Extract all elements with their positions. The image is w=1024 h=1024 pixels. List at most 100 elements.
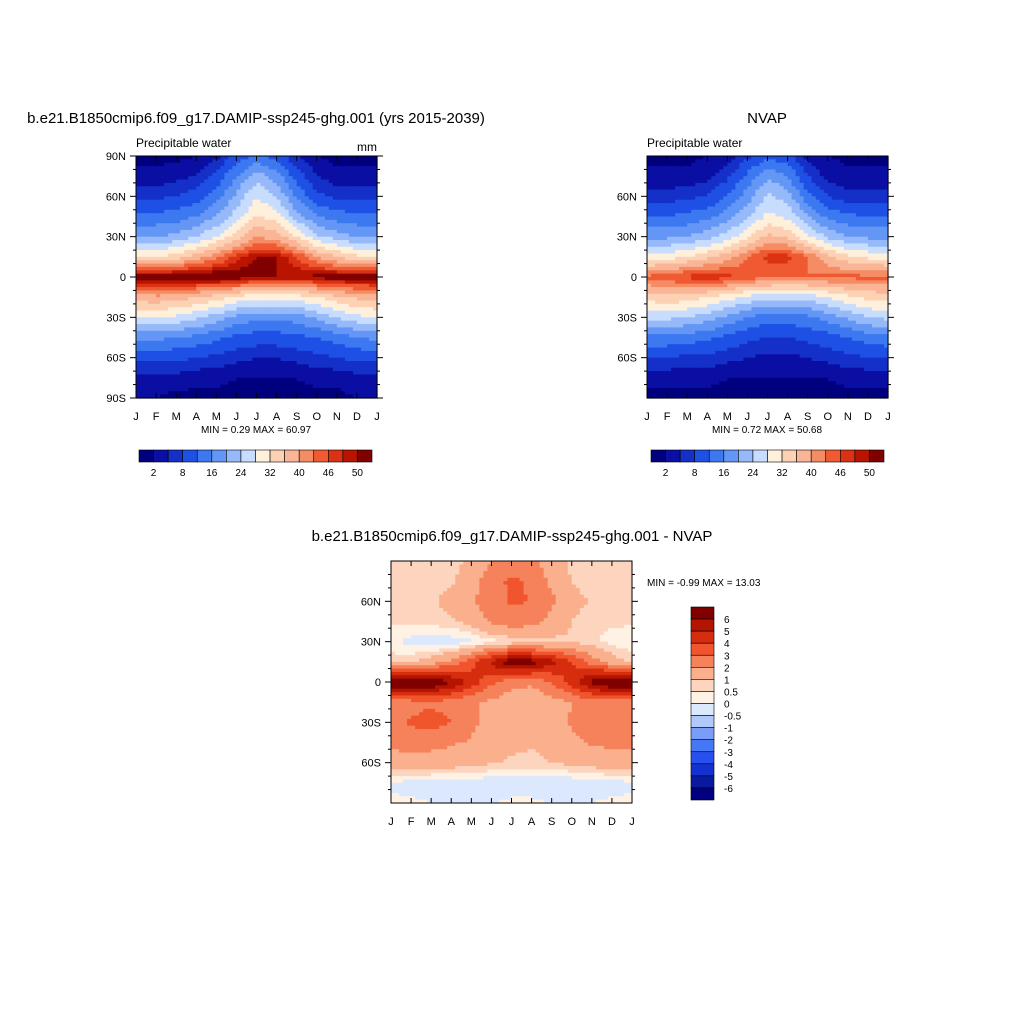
heatmap-cell: [349, 200, 354, 204]
heatmap-cell: [180, 351, 185, 355]
heatmap-cell: [333, 169, 338, 173]
y-tick-label: 90N: [106, 151, 126, 163]
heatmap-cell: [184, 169, 189, 173]
heatmap-cell: [281, 260, 286, 264]
panel-obs: NVAP Precipitable water J F M A M J J A S O N D J60N…: [617, 110, 894, 479]
heatmap-cell: [345, 381, 350, 385]
heatmap-cell: [236, 230, 241, 234]
heatmap-cell: [212, 230, 217, 234]
heatmap-cell: [204, 381, 209, 385]
heatmap-cell: [880, 169, 885, 173]
y-tick-label: 60N: [106, 191, 126, 203]
heatmap-cell: [365, 169, 370, 173]
heatmap-cell: [148, 200, 153, 204]
x-tick-label: A: [273, 411, 281, 423]
colorbar-box: [139, 450, 154, 462]
heatmap-cell: [160, 260, 165, 264]
x-tick-label: A: [193, 411, 201, 423]
heatmap-cell: [156, 169, 161, 173]
heatmap-cell: [236, 290, 241, 294]
heatmap-cell: [152, 351, 157, 355]
heatmap-cell: [337, 290, 342, 294]
heatmap-cell: [285, 230, 290, 234]
heatmap-cell: [788, 169, 793, 173]
heatmap-cell: [196, 260, 201, 264]
heatmap-cell: [333, 321, 338, 325]
heatmap-cell: [341, 381, 346, 385]
heatmap-cell: [240, 169, 245, 173]
heatmap-cell: [349, 260, 354, 264]
heatmap-cell: [184, 321, 189, 325]
heatmap-cell: [872, 169, 877, 173]
heatmap-cell: [261, 351, 266, 355]
colorbar-box: [357, 450, 372, 462]
panel-model-colorbar: 2 8 16 24 32 40 46 50: [139, 450, 372, 479]
heatmap-cell: [172, 260, 177, 264]
heatmap-cell: [285, 351, 290, 355]
heatmap-cell: [192, 260, 197, 264]
heatmap-cell: [341, 169, 346, 173]
colorbar-label: 46: [323, 468, 335, 479]
heatmap-cell: [345, 260, 350, 264]
heatmap-cell: [220, 260, 225, 264]
heatmap-cell: [353, 260, 358, 264]
heatmap-cell: [289, 260, 294, 264]
heatmap-cell: [269, 351, 274, 355]
heatmap-cell: [140, 169, 145, 173]
heatmap-cell: [252, 381, 257, 385]
heatmap-cell: [337, 381, 342, 385]
heatmap-cell: [329, 169, 334, 173]
heatmap-cell: [329, 200, 334, 204]
heatmap-cell: [144, 381, 149, 385]
heatmap-cell: [293, 321, 298, 325]
heatmap-cell: [333, 290, 338, 294]
heatmap-cell: [156, 260, 161, 264]
heatmap-cell: [265, 169, 270, 173]
heatmap-cell: [136, 290, 141, 294]
heatmap-cell: [333, 230, 338, 234]
heatmap-cell: [293, 290, 298, 294]
x-tick-label: M: [212, 411, 221, 423]
heatmap-cell: [188, 230, 193, 234]
heatmap-cell: [200, 169, 205, 173]
heatmap-cell: [305, 169, 310, 173]
heatmap-cell: [285, 260, 290, 264]
heatmap-cell: [220, 290, 225, 294]
heatmap-cell: [184, 260, 189, 264]
heatmap-cell: [369, 290, 374, 294]
heatmap-cell: [188, 200, 193, 204]
heatmap-cell: [136, 381, 141, 385]
heatmap-cell: [273, 169, 278, 173]
heatmap-cell: [277, 290, 282, 294]
heatmap-cell: [148, 290, 153, 294]
heatmap-cell: [212, 381, 217, 385]
heatmap-cell: [196, 351, 201, 355]
heatmap-cell: [265, 230, 270, 234]
y-tick-label: 30N: [106, 232, 126, 244]
heatmap-cell: [317, 381, 322, 385]
heatmap-cell: [309, 351, 314, 355]
heatmap-cell: [228, 381, 233, 385]
heatmap-cell: [196, 290, 201, 294]
heatmap-cell: [281, 321, 286, 325]
heatmap-cell: [184, 290, 189, 294]
heatmap-cell: [248, 260, 253, 264]
heatmap-cell: [168, 260, 173, 264]
heatmap-cell: [281, 290, 286, 294]
heatmap-cell: [707, 169, 712, 173]
heatmap-cell: [144, 351, 149, 355]
panel-model-heatmap: [136, 156, 378, 399]
heatmap-cell: [188, 381, 193, 385]
heatmap-cell: [220, 351, 225, 355]
heatmap-cell: [357, 351, 362, 355]
heatmap-cell: [876, 169, 881, 173]
heatmap-cell: [309, 290, 314, 294]
heatmap-cell: [772, 169, 777, 173]
heatmap-cell: [719, 169, 724, 173]
heatmap-cell: [164, 290, 169, 294]
heatmap-cell: [152, 260, 157, 264]
heatmap-cell: [369, 169, 374, 173]
heatmap-cell: [860, 169, 865, 173]
heatmap-cell: [357, 381, 362, 385]
heatmap-cell: [240, 290, 245, 294]
